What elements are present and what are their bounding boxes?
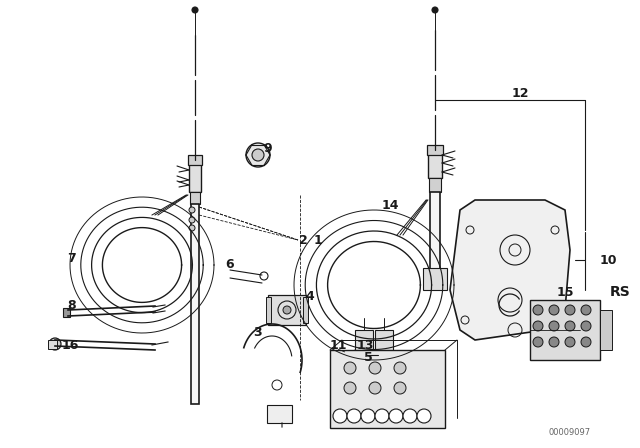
Text: 6: 6 xyxy=(226,258,234,271)
Circle shape xyxy=(403,409,417,423)
Text: 4: 4 xyxy=(306,289,314,302)
Circle shape xyxy=(283,306,291,314)
Circle shape xyxy=(549,305,559,315)
Text: 3: 3 xyxy=(253,326,262,339)
Circle shape xyxy=(389,409,403,423)
Text: 11: 11 xyxy=(329,339,347,352)
Text: 13: 13 xyxy=(356,339,374,352)
Bar xyxy=(427,145,443,155)
Circle shape xyxy=(344,362,356,374)
Circle shape xyxy=(369,382,381,394)
Circle shape xyxy=(357,352,363,358)
Text: 5: 5 xyxy=(364,350,372,363)
Bar xyxy=(191,204,199,404)
Text: 1: 1 xyxy=(314,233,323,246)
Circle shape xyxy=(581,305,591,315)
Text: 10: 10 xyxy=(600,254,618,267)
Circle shape xyxy=(581,337,591,347)
Bar xyxy=(303,297,308,323)
Bar xyxy=(600,310,612,350)
Circle shape xyxy=(549,337,559,347)
Bar xyxy=(530,300,600,360)
Circle shape xyxy=(192,7,198,13)
Circle shape xyxy=(549,321,559,331)
Text: RS: RS xyxy=(610,285,630,299)
Circle shape xyxy=(533,321,543,331)
Text: 00009097: 00009097 xyxy=(549,427,591,436)
Bar xyxy=(266,297,271,323)
Circle shape xyxy=(369,362,381,374)
Circle shape xyxy=(565,337,575,347)
Text: 9: 9 xyxy=(264,142,272,155)
Text: 15: 15 xyxy=(556,285,573,298)
Circle shape xyxy=(333,409,347,423)
Text: 8: 8 xyxy=(68,298,76,311)
Circle shape xyxy=(375,409,389,423)
Text: 7: 7 xyxy=(68,251,76,264)
Bar xyxy=(429,178,441,192)
Bar xyxy=(268,295,306,325)
Bar xyxy=(63,308,70,317)
Bar xyxy=(330,350,445,428)
Circle shape xyxy=(347,409,361,423)
Circle shape xyxy=(189,217,195,223)
Circle shape xyxy=(565,321,575,331)
Bar xyxy=(375,330,393,355)
Bar xyxy=(190,192,200,204)
Bar xyxy=(428,150,442,178)
Bar xyxy=(189,162,201,192)
Bar xyxy=(188,155,202,165)
Text: 2: 2 xyxy=(299,233,307,246)
Circle shape xyxy=(394,382,406,394)
Text: 12: 12 xyxy=(511,86,529,99)
Circle shape xyxy=(246,143,270,167)
Text: 16: 16 xyxy=(61,339,79,352)
Circle shape xyxy=(252,149,264,161)
Polygon shape xyxy=(450,200,570,340)
Bar xyxy=(430,192,440,272)
Circle shape xyxy=(432,7,438,13)
Circle shape xyxy=(344,382,356,394)
Circle shape xyxy=(189,207,195,213)
Bar xyxy=(355,330,373,355)
Circle shape xyxy=(533,305,543,315)
Circle shape xyxy=(189,225,195,231)
Circle shape xyxy=(49,338,61,350)
Circle shape xyxy=(565,305,575,315)
Circle shape xyxy=(394,362,406,374)
Circle shape xyxy=(361,409,375,423)
Circle shape xyxy=(417,409,431,423)
Bar xyxy=(423,268,447,290)
Circle shape xyxy=(533,337,543,347)
Bar xyxy=(267,405,292,423)
Text: 14: 14 xyxy=(381,198,399,211)
Bar xyxy=(48,340,57,349)
Circle shape xyxy=(581,321,591,331)
